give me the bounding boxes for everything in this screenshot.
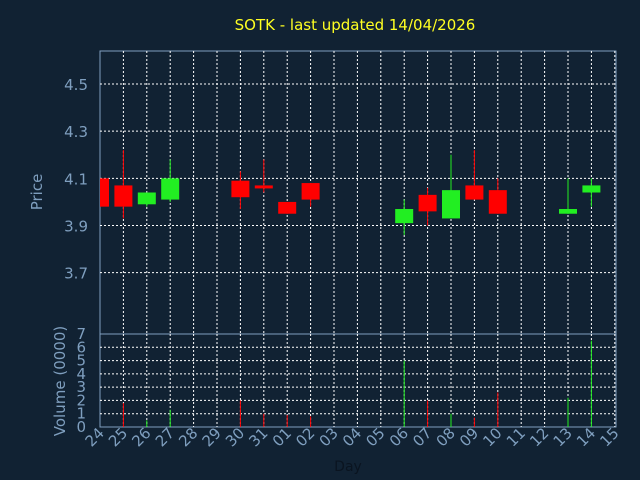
x-tick-label: 13 <box>550 424 576 450</box>
candle-body <box>137 192 156 205</box>
candle-body <box>161 178 180 200</box>
volume-tick-label: 2 <box>76 391 86 409</box>
x-tick-label: 05 <box>362 424 388 450</box>
candle-body <box>559 209 577 214</box>
x-tick-label: 30 <box>222 424 248 450</box>
candle-body <box>254 185 273 189</box>
price-tick-label: 4.1 <box>64 170 88 188</box>
price-axis-label: Price <box>28 174 46 211</box>
x-tick-label: 25 <box>105 424 131 450</box>
candle-body <box>418 194 437 212</box>
volume-tick-label: 5 <box>76 352 86 370</box>
price-tick-label: 4.3 <box>64 123 88 141</box>
price-tick-label: 3.9 <box>64 218 88 236</box>
x-tick-label: 11 <box>503 424 529 450</box>
x-tick-label: 14 <box>573 424 599 450</box>
x-tick-label: 29 <box>199 424 225 450</box>
x-tick-label: 28 <box>175 424 201 450</box>
x-tick-label: 02 <box>292 424 318 450</box>
candles-clipped <box>100 150 601 235</box>
x-tick-label: 01 <box>269 424 295 450</box>
candle-body <box>488 190 507 214</box>
x-tick-label: 26 <box>128 424 154 450</box>
volume-series <box>122 340 592 427</box>
candle-body <box>301 183 320 200</box>
x-tick-label: 27 <box>152 424 178 450</box>
x-tick-labels: 2425262728293031010203040506070809101112… <box>82 424 623 450</box>
candle-body <box>395 209 414 224</box>
x-tick-label: 15 <box>596 424 622 450</box>
x-tick-label: 03 <box>316 424 342 450</box>
volume-tick-label: 4 <box>76 365 86 383</box>
candle-body <box>231 180 250 198</box>
volume-tick-label: 6 <box>76 338 86 356</box>
price-plot-area <box>99 50 617 335</box>
x-tick-label: 07 <box>409 424 435 450</box>
candle-body <box>100 178 109 207</box>
volume-plot-area <box>99 333 617 428</box>
x-tick-label: 08 <box>433 424 459 450</box>
candle-body <box>278 201 297 214</box>
volume-tick-label: 3 <box>76 378 86 396</box>
x-axis-label: Day <box>334 459 362 475</box>
volume-tick-label: 7 <box>76 325 86 343</box>
x-tick-label: 12 <box>526 424 552 450</box>
candle-body <box>465 185 484 200</box>
candle-body <box>114 185 133 207</box>
volume-tick-label: 0 <box>76 418 86 436</box>
x-tick-label: 06 <box>386 424 412 450</box>
volume-axis-label: Volume (0000) <box>51 326 69 436</box>
x-tick-label: 31 <box>245 424 271 450</box>
price-tick-labels: 4.5 4.3 4.1 3.9 3.7 <box>64 76 88 283</box>
x-tick-label: 10 <box>479 424 505 450</box>
x-tick-label: 09 <box>456 424 482 450</box>
price-tick-label: 3.7 <box>64 265 88 283</box>
price-tick-label: 4.5 <box>64 76 88 94</box>
candle-body <box>442 190 460 219</box>
candlestick-series <box>100 150 601 235</box>
x-tick-label: 04 <box>339 424 365 450</box>
candle-body <box>582 185 601 193</box>
chart-title: SOTK - last updated 14/04/2026 <box>235 16 476 34</box>
volume-tick-label: 1 <box>76 405 86 423</box>
